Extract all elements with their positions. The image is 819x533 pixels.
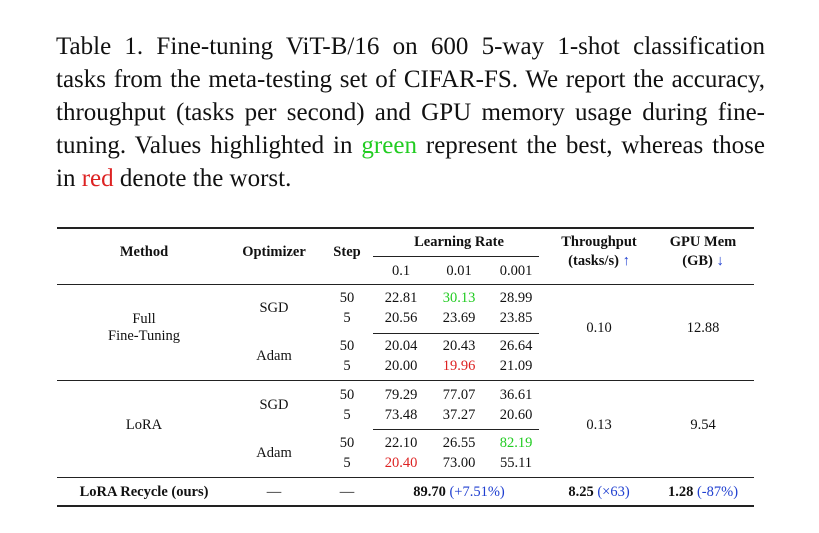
table-cell: 28.99 [499, 290, 533, 306]
table-cell: 20.00 [384, 358, 418, 374]
down-arrow-icon: ↓ [716, 253, 724, 269]
header-gpu-unit: (GB) ↓ [682, 253, 723, 270]
section-rule [57, 380, 754, 381]
header-learning-rate: Learning Rate [414, 234, 504, 250]
header-gpu-mem: GPU Mem [669, 234, 737, 250]
caption-text-1: Table 1. Fine-tuning ViT-B/16 on 600 5-w… [56, 33, 765, 159]
caption-text-3: denote the worst. [113, 165, 292, 192]
lr-subheader-rule [373, 256, 539, 257]
recycle-throughput: 8.25 (×63) [568, 484, 629, 501]
table-cell: 20.56 [384, 310, 418, 326]
table-caption: Table 1. Fine-tuning ViT-B/16 on 600 5-w… [56, 30, 765, 195]
table-cell: 22.10 [384, 435, 418, 451]
table-cell-step: 50 [339, 338, 355, 354]
header-throughput: Throughput [561, 234, 637, 250]
recycle-gpu-mem: 1.28 (-87%) [668, 484, 738, 501]
header-lr-0: 0.1 [391, 263, 411, 279]
table-cell: 20.43 [442, 338, 476, 354]
table-cell: 20.60 [499, 407, 533, 423]
optimizer-adam: Adam [256, 348, 292, 364]
recycle-step: — [339, 484, 355, 500]
recycle-gpu-delta: (-87%) [696, 484, 739, 500]
table-cell-step: 50 [339, 387, 355, 403]
optimizer-sgd: SGD [259, 397, 289, 413]
header-throughput-unit: (tasks/s) ↑ [568, 253, 630, 270]
table-cell: 73.00 [442, 455, 476, 471]
table-cell-step: 5 [343, 310, 351, 326]
table-cell: 77.07 [442, 387, 476, 403]
optimizer-sgd: SGD [259, 300, 289, 316]
lora-optimizer-rule [373, 429, 539, 430]
caption-text-2: represent the best, whereas those in [56, 132, 765, 192]
recycle-gpu-value: 1.28 [667, 484, 694, 500]
table-cell: 55.11 [499, 455, 533, 471]
recycle-rule [57, 477, 754, 478]
table-cell: 73.48 [384, 407, 418, 423]
recycle-accuracy-value: 89.70 [413, 484, 446, 500]
table-cell: 26.64 [499, 338, 533, 354]
header-method: Method [119, 244, 169, 260]
caption-green-word: green [361, 132, 417, 159]
header-optimizer: Optimizer [242, 244, 306, 260]
header-lr-2: 0.001 [499, 263, 533, 279]
table-cell: 79.29 [384, 387, 418, 403]
up-arrow-icon: ↑ [622, 253, 630, 269]
table-cell-step: 5 [343, 455, 351, 471]
recycle-throughput-value: 8.25 [568, 484, 594, 500]
table-cell-step: 5 [343, 358, 351, 374]
recycle-optimizer: — [266, 484, 282, 500]
table-cell-step: 5 [343, 407, 351, 423]
table-cell: 23.85 [499, 310, 533, 326]
table-cell-worst: 20.40 [384, 455, 418, 471]
full-ft-optimizer-rule [373, 333, 539, 334]
table-cell-step: 50 [339, 435, 355, 451]
table-cell-worst: 19.96 [442, 358, 476, 374]
table-cell: 20.04 [384, 338, 418, 354]
table-cell: 21.09 [499, 358, 533, 374]
method-lora-recycle: LoRA Recycle (ours) [79, 484, 209, 500]
method-full-ft-line1: Full [132, 311, 156, 327]
method-lora: LoRA [125, 417, 163, 433]
optimizer-adam: Adam [256, 445, 292, 461]
top-rule [57, 227, 754, 229]
recycle-throughput-delta: (×63) [597, 484, 630, 500]
table-cell: 23.69 [442, 310, 476, 326]
table-cell: 22.81 [384, 290, 418, 306]
bottom-rule [57, 505, 754, 507]
full-ft-gpu-mem: 12.88 [686, 320, 720, 336]
throughput-unit-text: (tasks/s) [568, 253, 619, 269]
full-ft-throughput: 0.10 [586, 320, 612, 336]
gpu-unit-text: (GB) [682, 253, 713, 269]
table-cell: 36.61 [499, 387, 533, 403]
caption-red-word: red [81, 165, 114, 192]
method-full-ft-line2: Fine-Tuning [108, 328, 180, 344]
table-cell: 37.27 [442, 407, 476, 423]
table-cell-best: 82.19 [499, 435, 533, 451]
recycle-accuracy-delta: (+7.51%) [449, 484, 505, 500]
table-cell: 26.55 [442, 435, 476, 451]
lora-gpu-mem: 9.54 [690, 417, 716, 433]
lora-throughput: 0.13 [586, 417, 612, 433]
recycle-accuracy: 89.70 (+7.51%) [413, 484, 505, 501]
header-rule [57, 284, 754, 285]
table-cell-best: 30.13 [442, 290, 476, 306]
table-cell-step: 50 [339, 290, 355, 306]
header-step: Step [333, 244, 361, 260]
header-lr-1: 0.01 [446, 263, 472, 279]
